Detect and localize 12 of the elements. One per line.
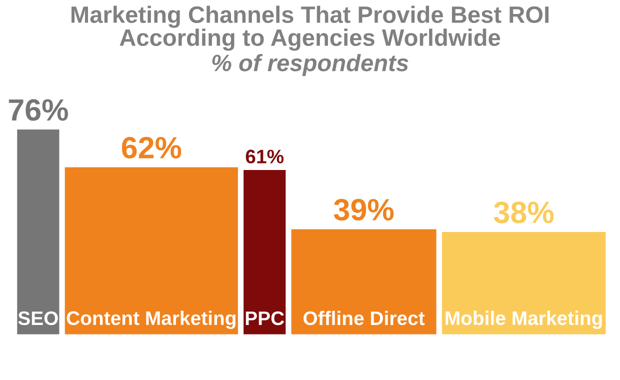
data-label: 61% [246, 150, 284, 164]
chart-title: Marketing Channels That Provide Best ROI According to Agencies Worldwide [72, 6, 549, 51]
x-tick-label: SEO [18, 311, 58, 326]
x-tick-label: Content Marketing [66, 310, 236, 330]
data-label: 76% [8, 99, 68, 121]
data-label: 62% [122, 136, 182, 159]
x-tick-label: Offline Direct [304, 310, 425, 326]
x-tick-label: PPC [246, 311, 284, 326]
data-label: 38% [494, 202, 554, 224]
x-tick-label: Mobile Marketing [446, 310, 602, 330]
chart-subtitle: % of respondents [212, 54, 408, 76]
data-label: 39% [334, 198, 394, 221]
